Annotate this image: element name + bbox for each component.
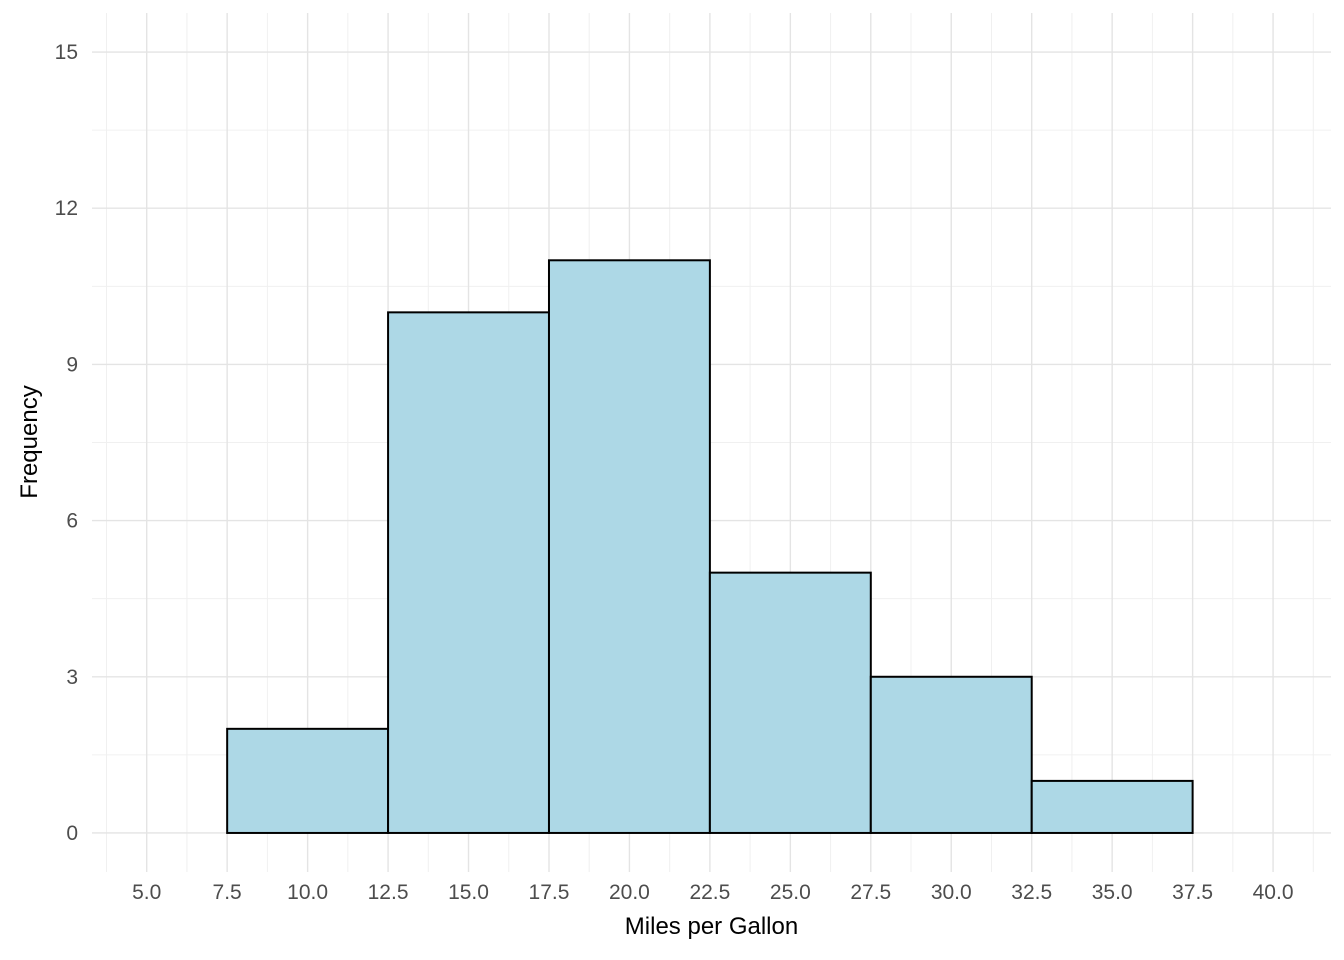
x-tick-label: 35.0 — [1092, 881, 1133, 904]
x-tick-label: 15.0 — [448, 881, 489, 904]
x-tick-label: 12.5 — [368, 881, 409, 904]
x-tick-label: 10.0 — [287, 881, 328, 904]
x-tick-label: 27.5 — [850, 881, 891, 904]
histogram-bar — [226, 727, 390, 834]
histogram-bar — [708, 571, 872, 834]
y-tick-label: 3 — [66, 666, 78, 689]
y-axis-title: Frequency — [16, 385, 43, 499]
histogram-bar — [547, 259, 711, 834]
x-axis-title: Miles per Gallon — [624, 913, 799, 940]
x-tick-label: 37.5 — [1172, 881, 1213, 904]
histogram-bar — [387, 311, 550, 834]
x-tick-label: 17.5 — [529, 881, 570, 904]
x-tick-label: 40.0 — [1253, 881, 1294, 904]
histogram-bar — [1030, 779, 1194, 834]
x-tick-label: 5.0 — [132, 881, 161, 904]
histogram-bar — [869, 675, 1033, 834]
x-tick-label: 30.0 — [931, 881, 972, 904]
x-tick-label: 20.0 — [609, 881, 650, 904]
y-tick-label: 15 — [55, 41, 78, 64]
x-tick-label: 32.5 — [1011, 881, 1052, 904]
y-tick-label: 12 — [55, 197, 78, 220]
x-tick-label: 25.0 — [770, 881, 811, 904]
y-tick-label: 9 — [66, 353, 78, 376]
x-tick-label: 7.5 — [213, 881, 242, 904]
x-tick-label: 22.5 — [689, 881, 730, 904]
y-tick-label: 0 — [66, 822, 78, 845]
y-tick-label: 6 — [66, 510, 78, 533]
